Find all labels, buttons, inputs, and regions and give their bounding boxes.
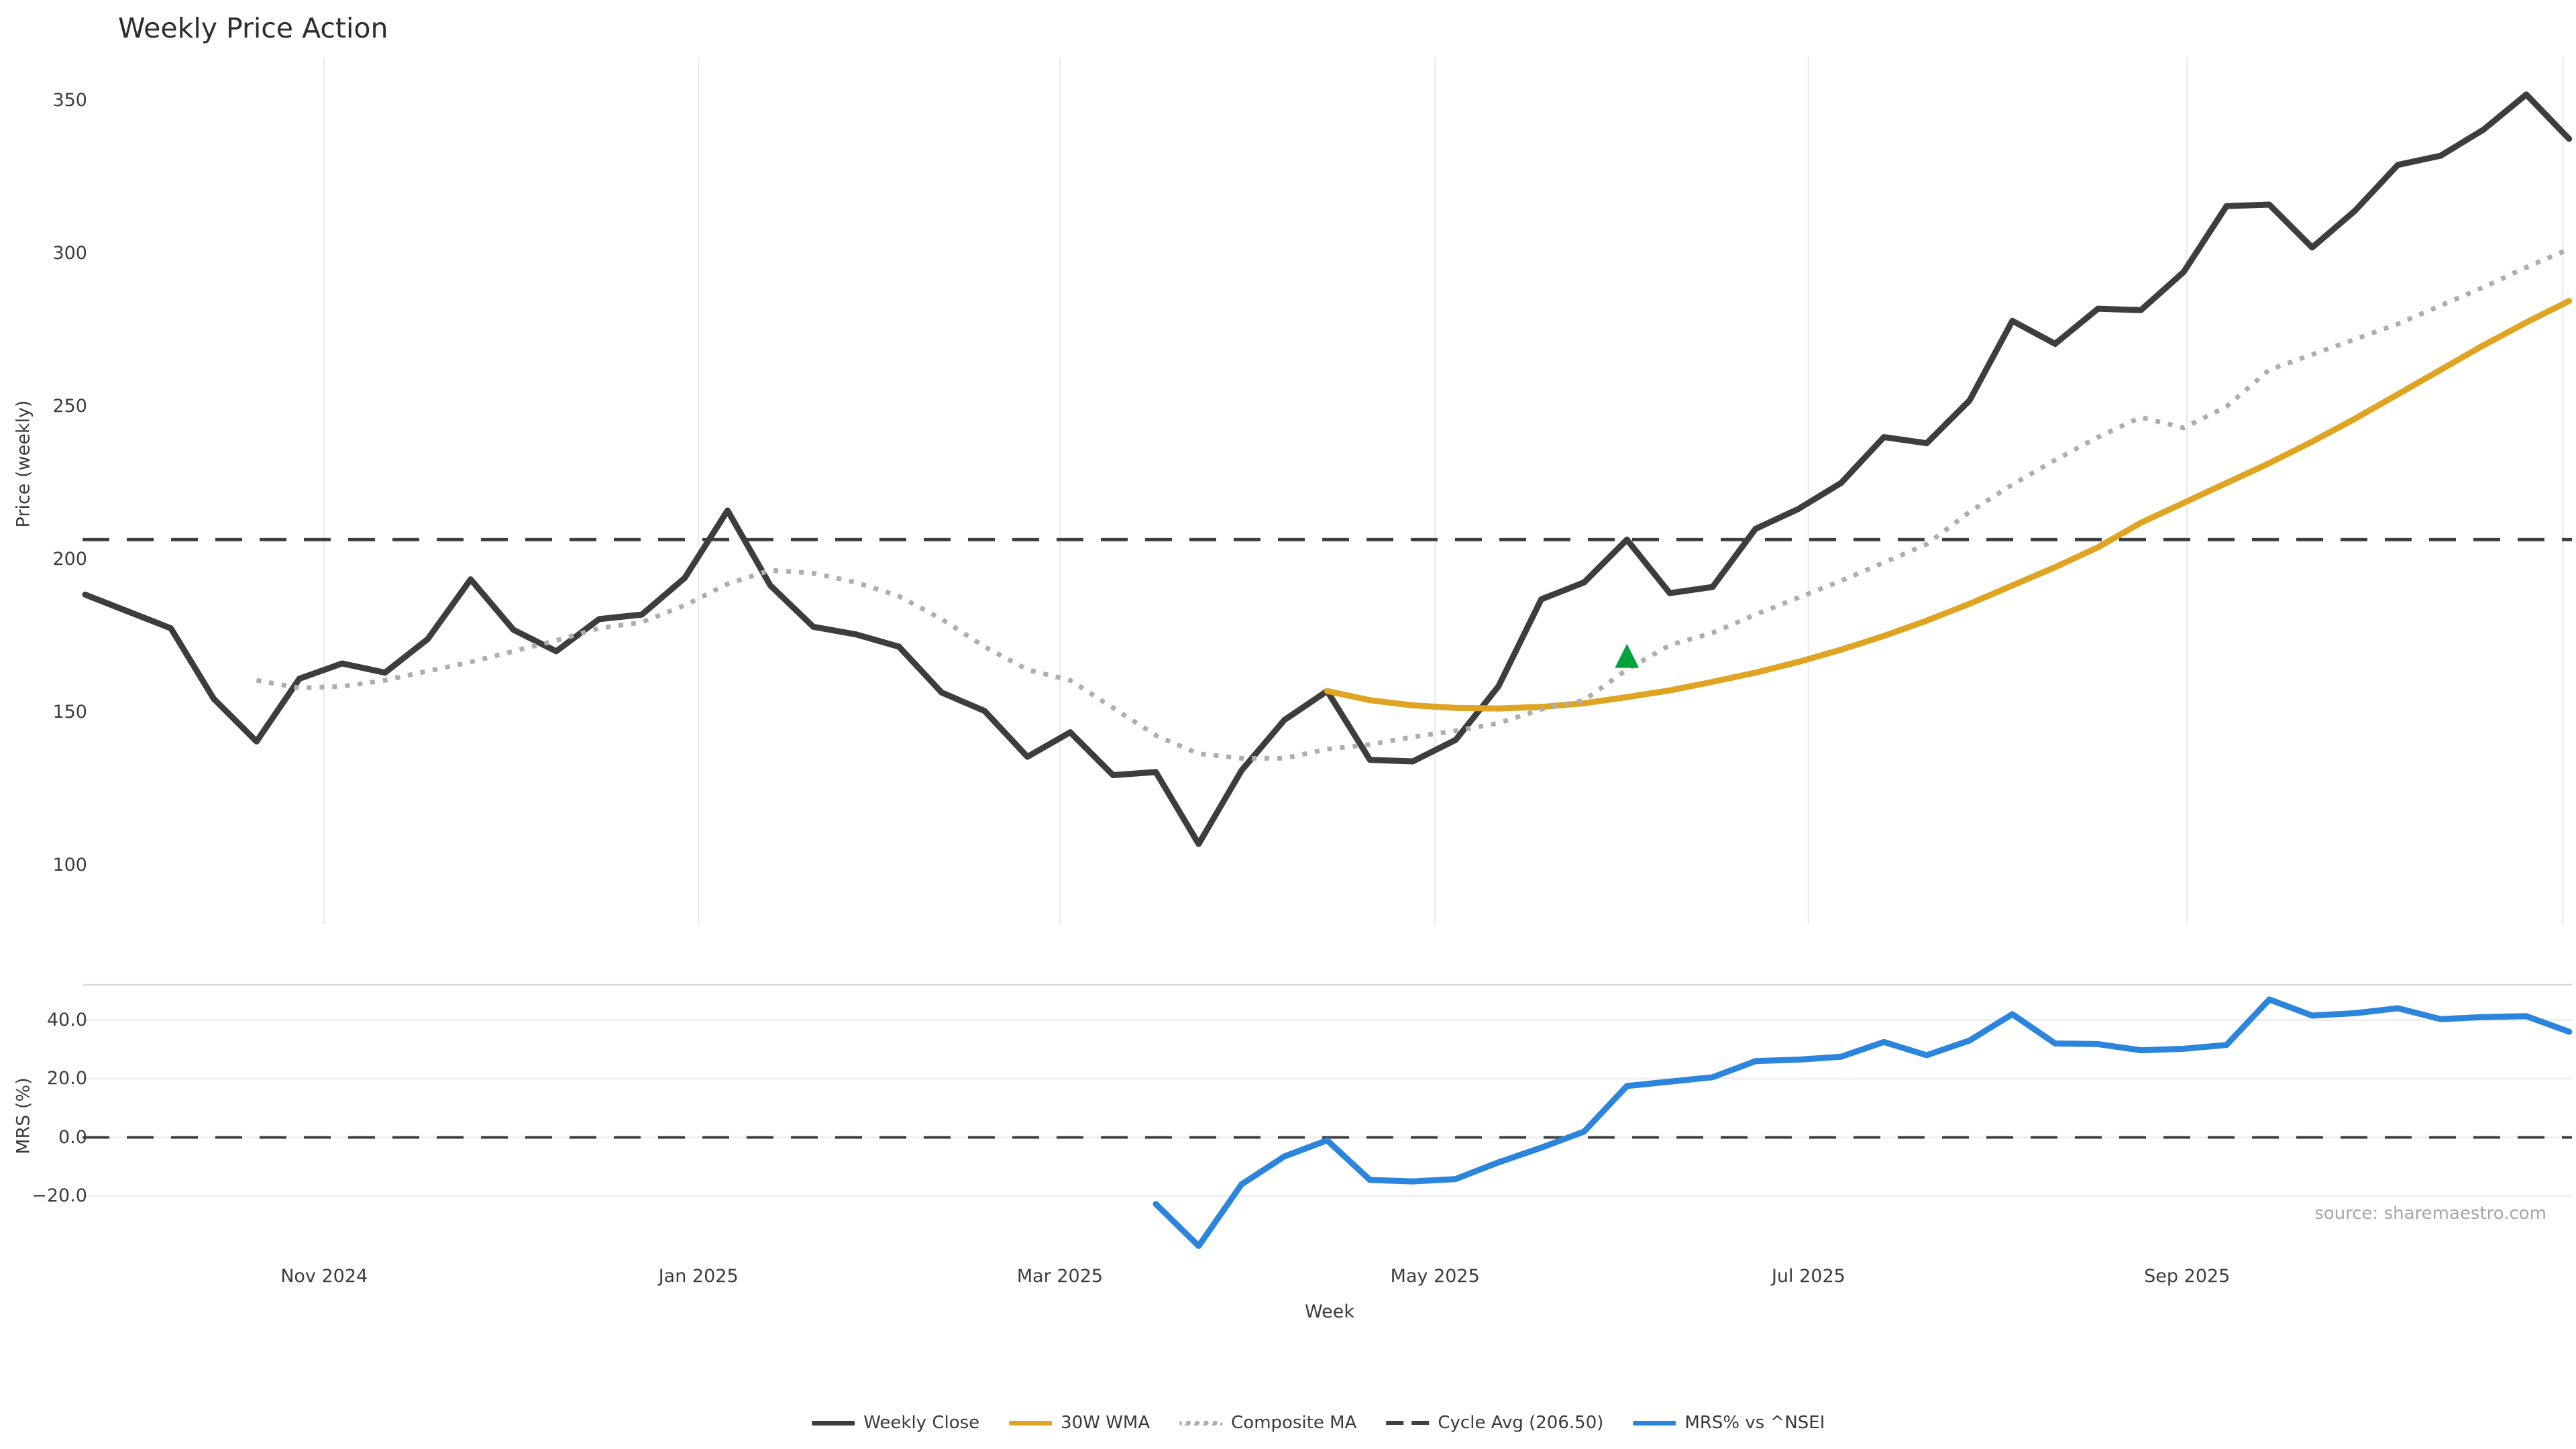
legend-label: 30W WMA [1061, 1413, 1150, 1433]
mrs-y-tick-label: 20.0 [46, 1068, 87, 1089]
price-y-tick-label: 150 [52, 702, 87, 722]
price-y-tick-label: 350 [52, 90, 87, 111]
x-tick-label: Sep 2025 [2144, 1266, 2231, 1287]
legend-item-cycle-avg-206-50-[interactable]: Cycle Avg (206.50) [1386, 1413, 1603, 1433]
triangle-up-marker [1615, 643, 1640, 668]
price-y-tick-label: 200 [52, 549, 87, 570]
legend-swatch [1179, 1420, 1223, 1426]
x-tick-label: Jan 2025 [658, 1266, 739, 1287]
page-title: Weekly Price Action [118, 12, 388, 44]
legend-label: Cycle Avg (206.50) [1438, 1413, 1604, 1433]
series-weekly-close [82, 91, 2573, 847]
mrs-y-tick-label: 40.0 [46, 1009, 87, 1030]
legend-swatch [812, 1420, 855, 1426]
series-30w-wma [1324, 298, 2573, 712]
legend-item-30w-wma[interactable]: 30W WMA [1009, 1413, 1150, 1433]
legend-label: Weekly Close [863, 1413, 980, 1433]
legend-item-mrs-vs-nsei[interactable]: MRS% vs ^NSEI [1633, 1413, 1825, 1433]
legend-swatch [1633, 1420, 1676, 1426]
x-tick-label: May 2025 [1390, 1266, 1480, 1287]
x-tick-label: Mar 2025 [1016, 1266, 1104, 1287]
legend-label: Composite MA [1231, 1413, 1357, 1433]
legend-item-composite-ma[interactable]: Composite MA [1179, 1413, 1356, 1433]
price-y-tick-label: 300 [52, 243, 87, 264]
source-note: source: sharemaestro.com [2314, 1203, 2546, 1224]
mrs-y-tick-label: 0.0 [58, 1126, 87, 1148]
x-tick-label: Nov 2024 [280, 1266, 368, 1287]
x-tick-label: Jul 2025 [1771, 1266, 1845, 1287]
price-y-tick-label: 250 [52, 396, 87, 417]
mrs-axis-title: MRS (%) [13, 1077, 34, 1155]
legend-swatch [1386, 1420, 1430, 1426]
mrs-y-tick-label: −20.0 [32, 1185, 87, 1206]
price-axis-title: Price (weekly) [13, 400, 34, 528]
chart-legend: Weekly Close 30W WMA Composite MA Cycle Avg… [812, 1413, 1825, 1433]
series-mrs-vs-nsei [1152, 996, 2573, 1249]
legend-label: MRS% vs ^NSEI [1684, 1413, 1825, 1433]
x-axis-title: Week [1305, 1301, 1354, 1322]
legend-item-weekly-close[interactable]: Weekly Close [812, 1413, 979, 1433]
legend-swatch [1009, 1420, 1053, 1426]
series-composite-ma [256, 246, 2571, 761]
price-y-tick-label: 100 [52, 855, 87, 875]
